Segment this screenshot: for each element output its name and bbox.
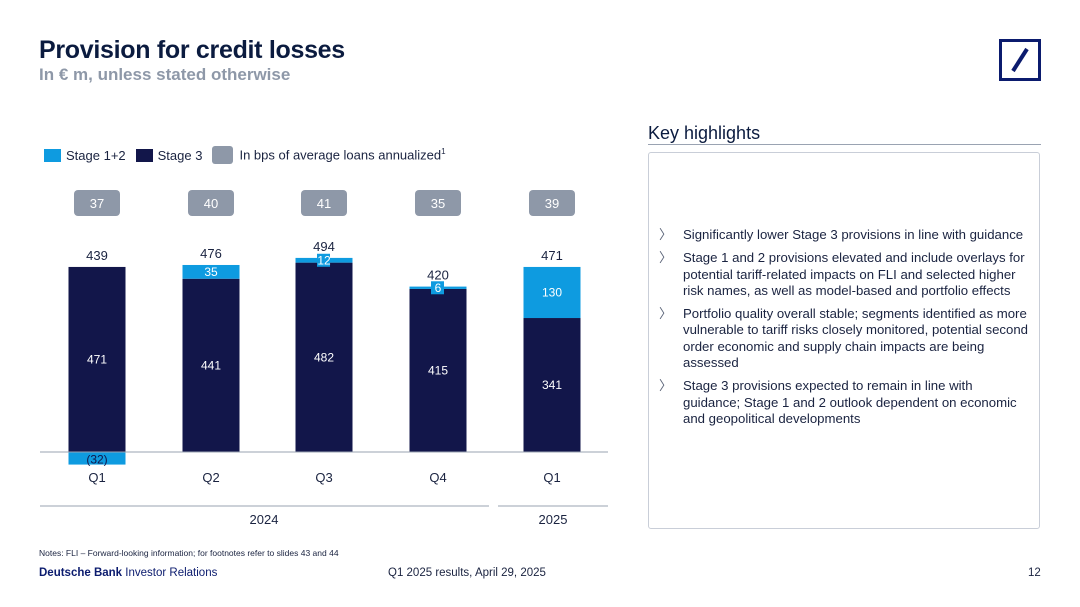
legend-swatch-stage12 (44, 148, 61, 162)
bullet-chevron-icon: 〉 (659, 306, 673, 322)
x-tick-label: Q1 (543, 470, 560, 485)
bps-badge (188, 190, 234, 216)
page-number: 12 (1028, 567, 1041, 579)
legend-item-stage12: Stage 1+2 (44, 148, 126, 163)
highlight-text: Portfolio quality overall stable; segmen… (683, 306, 1029, 371)
key-highlights-title: Key highlights (648, 123, 761, 143)
total-label: 494 (313, 239, 335, 254)
legend-label-stage12: Stage 1+2 (66, 147, 126, 163)
footnotes: Notes: FLI – Forward-looking information… (39, 548, 339, 558)
legend-item-stage3: Stage 3 (135, 147, 203, 163)
footer-brand-bold: Deutsche Bank (39, 567, 123, 579)
total-label: 471 (541, 248, 563, 263)
bps-value: 35 (431, 196, 445, 211)
key-highlights-divider (648, 144, 1041, 145)
legend-label-bps-text: In bps of average loans annualized (239, 147, 442, 163)
bps-badge (74, 190, 120, 216)
data-label-stage3: 471 (87, 352, 107, 366)
highlight-text: Stage 1 and 2 provisions elevated and in… (683, 250, 1025, 298)
bps-value: 40 (204, 196, 218, 211)
bullet-chevron-icon: 〉 (659, 378, 673, 394)
bar-stage12 (68, 452, 126, 465)
page-title: Provision for credit losses (39, 36, 345, 64)
footer-brand: Deutsche Bank Investor Relations (39, 567, 217, 579)
key-highlights-panel (648, 152, 1040, 529)
legend-label-bps: In bps of average loans annualized1 (239, 147, 445, 162)
data-label-stage12-box (317, 253, 330, 267)
footer-brand-rest: Investor Relations (122, 567, 218, 579)
chart-legend: Stage 1+2 Stage 3 In bps of average loan… (44, 146, 456, 164)
year-label: 2024 (250, 512, 279, 527)
bullet-chevron-icon: 〉 (659, 250, 673, 266)
data-label-stage12: (32) (86, 452, 107, 466)
data-label-stage3: 341 (542, 378, 562, 392)
bar-stage3 (182, 278, 240, 452)
bar-stage3 (523, 318, 581, 452)
highlight-text: Stage 3 provisions expected to remain in… (683, 378, 1017, 426)
data-label-stage12: 6 (435, 281, 442, 295)
highlight-item: 〉 Stage 1 and 2 provisions elevated and i… (658, 250, 1028, 299)
deutsche-bank-logo (999, 39, 1041, 81)
data-label-stage12-box (204, 265, 217, 279)
bps-badge (301, 190, 347, 216)
total-label: 439 (86, 248, 108, 263)
total-label: 476 (200, 246, 222, 261)
data-label-stage12: 12 (317, 253, 331, 267)
legend-footnote: 1 (441, 147, 446, 157)
page-subtitle: In € m, unless stated otherwise (39, 65, 291, 84)
data-label-stage12: 35 (204, 265, 218, 279)
data-label-stage12-box (431, 281, 444, 295)
bps-value: 41 (317, 196, 331, 211)
x-tick-label: Q3 (315, 470, 332, 485)
bar-stage3 (409, 288, 467, 452)
highlight-item: 〉 Portfolio quality overall stable; segme… (658, 306, 1028, 371)
data-label-stage3: 415 (428, 363, 448, 377)
bps-value: 39 (545, 196, 559, 211)
total-label: 420 (427, 268, 449, 283)
data-label-stage3: 482 (314, 350, 334, 364)
data-label-stage12: 130 (542, 285, 562, 299)
logo-slash (1011, 47, 1029, 73)
footer-event: Q1 2025 results, April 29, 2025 (388, 567, 546, 579)
bullet-chevron-icon: 〉 (659, 227, 673, 242)
year-label: 2025 (539, 512, 568, 527)
bps-badge (529, 190, 575, 216)
bar-stage3 (295, 262, 353, 452)
highlight-text: Significantly lower Stage 3 provisions i… (683, 227, 1024, 242)
key-highlights-list: 〉 Significantly lower Stage 3 provisions … (658, 227, 1028, 434)
legend-item-bps: In bps of average loans annualized1 (212, 146, 446, 164)
bar-stage3 (68, 266, 126, 452)
x-tick-label: Q1 (88, 470, 105, 485)
bps-badge (415, 190, 461, 216)
bar-stage12 (523, 266, 581, 319)
bps-value: 37 (90, 196, 104, 211)
legend-swatch-stage3 (135, 148, 153, 162)
legend-label-stage3: Stage 3 (157, 147, 203, 163)
legend-swatch-bps (212, 146, 234, 164)
x-tick-label: Q2 (202, 470, 219, 485)
data-label-stage3: 441 (201, 358, 221, 372)
highlight-item: 〉 Stage 3 provisions expected to remain i… (658, 378, 1028, 427)
x-tick-label: Q4 (429, 470, 446, 485)
highlight-item: 〉 Significantly lower Stage 3 provisions … (658, 227, 1028, 243)
